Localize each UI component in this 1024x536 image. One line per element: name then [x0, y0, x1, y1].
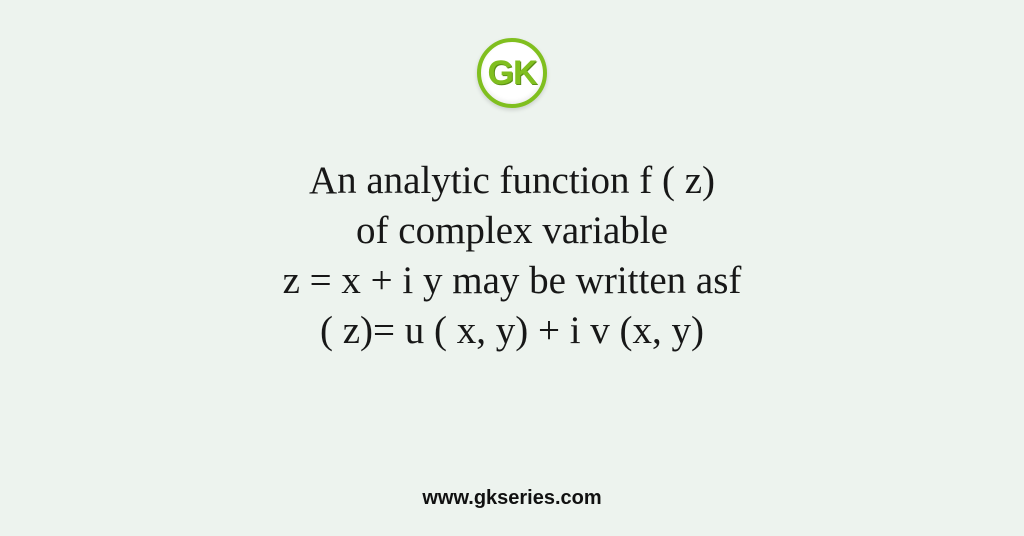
logo-text: GK [488, 56, 537, 90]
main-text: An analytic function f ( z) of complex v… [283, 156, 742, 356]
footer-url: www.gkseries.com [0, 487, 1024, 510]
content-line-2: of complex variable [283, 206, 742, 256]
logo-circle: GK [477, 38, 547, 108]
content-line-1: An analytic function f ( z) [283, 156, 742, 206]
logo: GK [477, 38, 547, 108]
content-line-3: z = x + i y may be written asf [283, 256, 742, 306]
content-line-4: ( z)= u ( x, y) + i v (x, y) [283, 306, 742, 356]
